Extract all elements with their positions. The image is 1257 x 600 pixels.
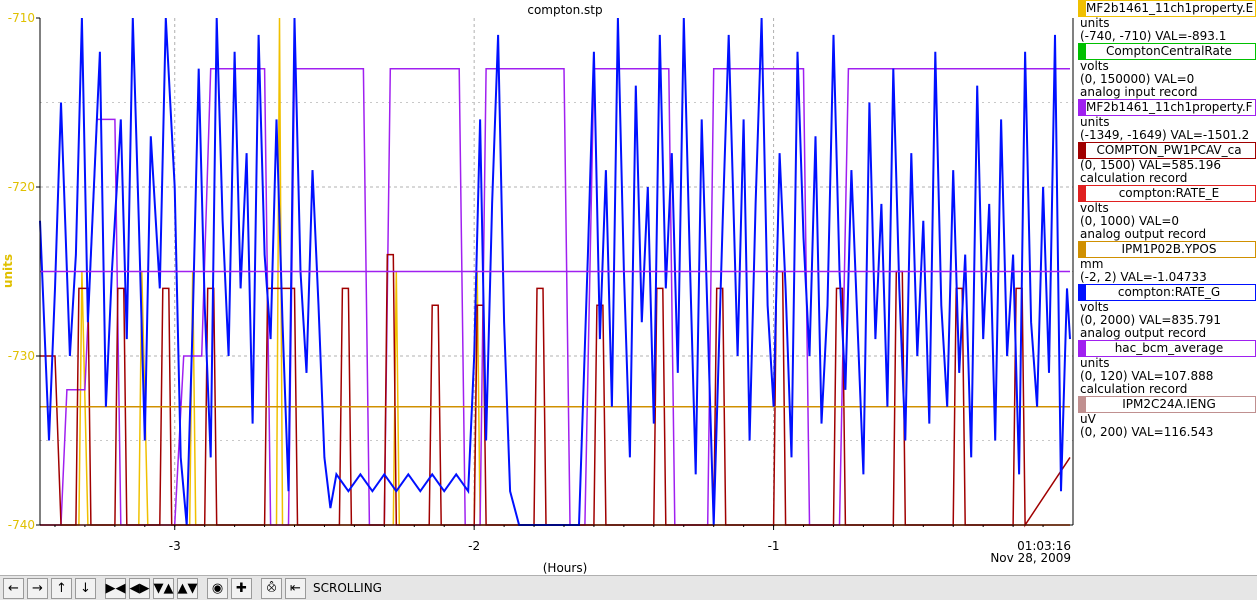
legend-units: mm <box>1080 257 1104 271</box>
zoom-y-out-button[interactable]: ▲▼ <box>177 577 198 599</box>
legend-range: (0, 120) VAL=107.888 <box>1080 369 1214 383</box>
scroll-right-button[interactable]: → <box>27 577 48 599</box>
legend: MF2b1461_11ch1property.E units (-740, -710… <box>1078 0 1257 439</box>
legend-series-name[interactable]: COMPTON_PW1PCAV_ca <box>1078 142 1256 159</box>
time-label: 01:03:16 <box>1017 539 1071 553</box>
y-tick-label: -720 <box>8 180 35 194</box>
legend-series-name[interactable]: compton:RATE_G <box>1078 284 1256 301</box>
legend-series-name[interactable]: MF2b1461_11ch1property.F <box>1078 99 1256 116</box>
legend-record: calculation record <box>1080 382 1188 396</box>
y-tick-label: -740 <box>8 518 35 532</box>
legend-item[interactable]: COMPTON_PW1PCAV_ca (0, 1500) VAL=585.196 c… <box>1078 142 1257 185</box>
legend-units: volts <box>1080 201 1109 215</box>
legend-item[interactable]: compton:RATE_E volts (0, 1000) VAL=0 analog… <box>1078 185 1257 241</box>
legend-item[interactable]: IPM2C24A.IENG uV (0, 200) VAL=116.543 <box>1078 396 1257 439</box>
status-label: SCROLLING <box>313 581 382 595</box>
legend-record: calculation record <box>1080 171 1188 185</box>
legend-units: volts <box>1080 59 1109 73</box>
zoom-y-in-button[interactable]: ▼▲ <box>153 577 174 599</box>
legend-series-name[interactable]: MF2b1461_11ch1property.E <box>1078 0 1256 17</box>
toolbar: ← → ↑ ↓ ▶◀ ◀▶ ▼▲ ▲▼ ◉ ✚ ⨶ ⇤ SCROLLING <box>0 575 1257 600</box>
x-tick-label: -1 <box>768 539 780 553</box>
scroll-up-button[interactable]: ↑ <box>51 577 72 599</box>
zoom-x-in-button[interactable]: ▶◀ <box>105 577 126 599</box>
y-tick-label: -710 <box>8 11 35 25</box>
record-button[interactable]: ◉ <box>207 577 228 599</box>
legend-series-name[interactable]: IPM1P02B.YPOS <box>1078 241 1256 258</box>
x-tick-label: -2 <box>468 539 480 553</box>
legend-series-name[interactable]: compton:RATE_E <box>1078 185 1256 202</box>
legend-record: analog input record <box>1080 85 1198 99</box>
legend-range: (-1349, -1649) VAL=-1501.2 <box>1080 128 1250 142</box>
legend-range: (0, 1000) VAL=0 <box>1080 214 1180 228</box>
legend-item[interactable]: compton:RATE_G volts (0, 2000) VAL=835.791… <box>1078 284 1257 340</box>
chart-title: compton.stp <box>527 3 602 17</box>
x-axis-label: (Hours) <box>543 561 588 575</box>
date-label: Nov 28, 2009 <box>990 551 1071 565</box>
legend-item[interactable]: MF2b1461_11ch1property.E units (-740, -710… <box>1078 0 1257 43</box>
legend-item[interactable]: ComptonCentralRate volts (0, 150000) VAL=0… <box>1078 43 1257 99</box>
autoscale-button[interactable]: ⨶ <box>261 577 282 599</box>
legend-range: (0, 200) VAL=116.543 <box>1080 425 1214 439</box>
jump-button[interactable]: ⇤ <box>285 577 306 599</box>
legend-series-name[interactable]: ComptonCentralRate <box>1078 43 1256 60</box>
legend-range: (0, 1500) VAL=585.196 <box>1080 158 1221 172</box>
scroll-left-button[interactable]: ← <box>3 577 24 599</box>
plot-area[interactable]: compton.stp -710 -720 -730 -740 -3 -2 -1 01:03:… <box>0 0 1078 575</box>
legend-record: analog output record <box>1080 326 1207 340</box>
legend-units: units <box>1080 356 1110 370</box>
x-tick-label: -3 <box>169 539 181 553</box>
add-button[interactable]: ✚ <box>231 577 252 599</box>
legend-range: (0, 150000) VAL=0 <box>1080 72 1195 86</box>
legend-units: units <box>1080 115 1110 129</box>
legend-series-name[interactable]: hac_bcm_average <box>1078 340 1256 357</box>
y-tick-label: -730 <box>8 349 35 363</box>
legend-range: (0, 2000) VAL=835.791 <box>1080 313 1221 327</box>
legend-item[interactable]: MF2b1461_11ch1property.F units (-1349, -16… <box>1078 99 1257 142</box>
legend-item[interactable]: hac_bcm_average units (0, 120) VAL=107.888… <box>1078 340 1257 396</box>
series-line-6 <box>39 17 1071 526</box>
legend-record: analog output record <box>1080 227 1207 241</box>
legend-units: volts <box>1080 300 1109 314</box>
legend-range: (-740, -710) VAL=-893.1 <box>1080 29 1227 43</box>
legend-series-name[interactable]: IPM2C24A.IENG <box>1078 396 1256 413</box>
zoom-x-out-button[interactable]: ◀▶ <box>129 577 150 599</box>
legend-range: (-2, 2) VAL=-1.04733 <box>1080 270 1207 284</box>
scroll-down-button[interactable]: ↓ <box>75 577 96 599</box>
legend-item[interactable]: IPM1P02B.YPOS mm (-2, 2) VAL=-1.04733 <box>1078 241 1257 284</box>
y-axis-label: units <box>1 254 15 288</box>
legend-units: units <box>1080 16 1110 30</box>
legend-units: uV <box>1080 412 1096 426</box>
